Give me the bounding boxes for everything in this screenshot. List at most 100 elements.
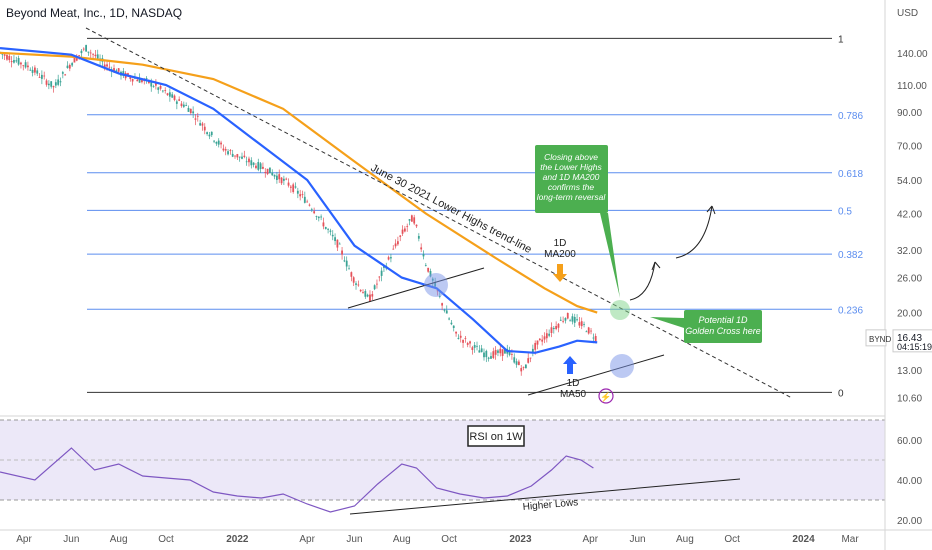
- candle-body: [36, 70, 39, 74]
- candle-body: [296, 190, 299, 194]
- ma200-annotation: 1D MA200: [544, 238, 576, 260]
- candle-body: [280, 177, 283, 184]
- candle-body: [569, 320, 571, 322]
- candle-body: [50, 81, 53, 87]
- candle-body: [145, 78, 148, 79]
- price-tag: [892, 329, 932, 353]
- candle-body: [59, 81, 62, 83]
- drawings: June 30 2021 Lower Highs trend-line 1D MA2…: [85, 27, 793, 404]
- candle-body: [47, 83, 50, 86]
- candle-body: [331, 234, 334, 237]
- candle-body: [497, 350, 499, 353]
- candle-body: [64, 74, 67, 76]
- candle-body: [413, 217, 416, 224]
- candle-body: [1, 53, 4, 55]
- candle-body: [22, 65, 25, 67]
- candle-body: [492, 351, 495, 358]
- candle-body: [478, 350, 481, 353]
- candle-body: [38, 76, 41, 78]
- rsi-tick-label: 60.00: [897, 436, 922, 447]
- candle-body: [157, 87, 160, 90]
- candle-body: [352, 277, 355, 283]
- candle-body: [557, 323, 560, 328]
- candle-body: [10, 61, 13, 63]
- candle-body: [201, 123, 204, 126]
- candle-body: [587, 327, 590, 334]
- candle-body: [34, 67, 36, 73]
- candle-body: [94, 54, 97, 57]
- candle-body: [487, 357, 490, 359]
- candle-body: [282, 178, 285, 181]
- projection-arrow-1: [651, 261, 661, 271]
- candle-body: [252, 162, 255, 165]
- candle-body: [308, 204, 311, 206]
- candle-body: [536, 340, 539, 345]
- candle-body: [27, 65, 29, 68]
- candle-body: [164, 90, 167, 91]
- candle-body: [171, 94, 174, 98]
- price-tick-label: 10.60: [897, 393, 922, 404]
- candle-body: [410, 215, 413, 222]
- candle-body: [301, 194, 304, 196]
- candle-body: [362, 292, 364, 294]
- candle-body: [552, 327, 555, 330]
- candle-body: [501, 349, 504, 356]
- price-tick-label: 54.00: [897, 176, 922, 187]
- candle-body: [336, 239, 339, 248]
- candle-body: [215, 141, 218, 144]
- candle-body: [220, 142, 222, 145]
- candle-body: [255, 165, 257, 169]
- candle-body: [229, 150, 232, 151]
- candle-body: [315, 216, 318, 217]
- candle-body: [371, 294, 374, 297]
- candle-body: [359, 289, 362, 292]
- candle-body: [485, 350, 488, 358]
- candle-body: [313, 211, 316, 214]
- moving-averages: [0, 47, 598, 354]
- candle-body: [324, 227, 327, 229]
- candle-body: [71, 63, 74, 66]
- candle-body: [248, 158, 250, 163]
- candle-body: [406, 226, 409, 227]
- price-tick-label: 42.00: [897, 210, 922, 221]
- rsi-higher-lows-line: [349, 478, 741, 515]
- candle-body: [415, 224, 418, 227]
- fib-level-label: 0.786: [838, 111, 863, 122]
- candle-body: [103, 64, 106, 68]
- candle-body: [241, 156, 243, 159]
- candle-body: [155, 83, 157, 86]
- candle-body: [131, 78, 134, 82]
- candle-body: [338, 243, 341, 245]
- candle-body: [515, 361, 518, 365]
- candle-body: [245, 161, 248, 163]
- candle-body: [401, 229, 404, 234]
- projection-curve-1: [629, 261, 656, 301]
- candle-body: [403, 228, 406, 232]
- candle-body: [108, 66, 111, 68]
- candle-body: [504, 349, 506, 354]
- candle-body: [522, 366, 525, 368]
- support-line-1: [347, 267, 485, 309]
- price-tick-label: 90.00: [897, 108, 922, 119]
- candle-body: [129, 77, 132, 79]
- rsi-pane: 20.00 40.00 60.00 Higher Lows RSI on 1W: [0, 419, 922, 527]
- callout-golden-text: Potential 1D Golden Cross here: [685, 315, 761, 336]
- candle-body: [573, 316, 576, 323]
- candle-body: [580, 321, 583, 327]
- ma50-annotation: 1D MA50: [560, 378, 587, 400]
- rsi-line: [0, 447, 594, 513]
- time-tick-label: Aug: [110, 534, 128, 545]
- candle-body: [571, 316, 574, 322]
- callout-reversal-text: Closing above the Lower Highs and 1D MA200…: [537, 152, 607, 202]
- candle-body: [208, 134, 211, 137]
- time-tick-label: Apr: [299, 534, 315, 545]
- price-tag-countdown: 04:15:19: [897, 342, 932, 352]
- candle-body: [80, 50, 83, 54]
- candle-body: [29, 69, 32, 71]
- candle-body: [545, 333, 548, 339]
- candle-body: [592, 337, 595, 339]
- candle-body: [534, 342, 537, 350]
- price-tick-label: 13.00: [897, 366, 922, 377]
